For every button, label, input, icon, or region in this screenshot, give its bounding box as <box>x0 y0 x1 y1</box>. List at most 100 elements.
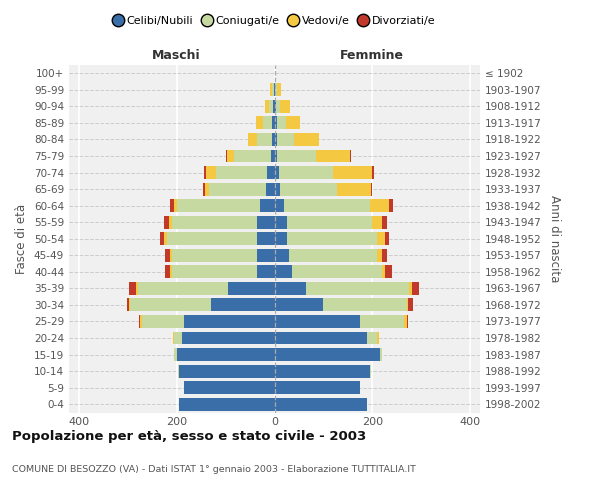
Bar <box>179 398 275 410</box>
Bar <box>226 150 227 162</box>
Y-axis label: Fasce di età: Fasce di età <box>16 204 28 274</box>
Bar <box>266 182 275 196</box>
Bar <box>275 298 323 312</box>
Bar <box>227 150 234 162</box>
Bar <box>389 199 394 212</box>
Bar <box>178 364 179 378</box>
Bar <box>316 150 350 162</box>
Bar <box>139 315 140 328</box>
Bar <box>377 232 385 245</box>
Bar <box>130 298 211 312</box>
Bar <box>164 232 167 245</box>
Bar <box>367 332 377 344</box>
Bar <box>385 232 389 245</box>
Text: Maschi: Maschi <box>152 48 201 62</box>
Bar <box>404 315 407 328</box>
Bar <box>203 182 205 196</box>
Bar <box>373 166 374 179</box>
Bar <box>408 298 413 312</box>
Y-axis label: Anni di nascita: Anni di nascita <box>548 195 561 282</box>
Bar <box>275 315 360 328</box>
Bar <box>275 249 289 262</box>
Bar <box>275 332 367 344</box>
Bar <box>257 216 275 228</box>
Bar <box>127 298 129 312</box>
Bar <box>167 232 257 245</box>
Bar <box>292 266 382 278</box>
Bar <box>412 282 419 295</box>
Bar <box>294 133 319 146</box>
Bar <box>184 315 275 328</box>
Bar <box>277 133 294 146</box>
Bar <box>407 315 408 328</box>
Bar <box>234 150 271 162</box>
Bar <box>269 100 273 113</box>
Bar <box>289 249 377 262</box>
Bar <box>174 332 182 344</box>
Bar <box>337 182 371 196</box>
Bar <box>257 133 272 146</box>
Text: Femmine: Femmine <box>340 48 404 62</box>
Bar <box>184 381 275 394</box>
Bar <box>275 182 280 196</box>
Bar <box>280 100 290 113</box>
Bar <box>277 150 316 162</box>
Bar <box>129 298 130 312</box>
Bar <box>370 364 371 378</box>
Bar <box>275 100 276 113</box>
Bar <box>284 199 370 212</box>
Bar <box>170 266 172 278</box>
Bar <box>174 348 176 361</box>
Bar <box>276 100 280 113</box>
Bar <box>275 216 287 228</box>
Bar <box>140 315 142 328</box>
Bar <box>275 116 277 130</box>
Bar <box>166 249 170 262</box>
Bar <box>275 232 287 245</box>
Bar <box>274 84 275 96</box>
Bar <box>273 100 275 113</box>
Bar <box>179 364 275 378</box>
Bar <box>333 166 373 179</box>
Bar <box>260 199 275 212</box>
Bar <box>182 332 275 344</box>
Bar <box>275 348 380 361</box>
Bar <box>272 84 274 96</box>
Bar <box>271 150 275 162</box>
Text: Popolazione per età, sesso e stato civile - 2003: Popolazione per età, sesso e stato civil… <box>12 430 366 443</box>
Bar <box>275 166 280 179</box>
Bar <box>280 166 333 179</box>
Bar <box>377 249 382 262</box>
Bar <box>307 282 409 295</box>
Bar <box>216 166 267 179</box>
Bar <box>407 298 408 312</box>
Bar <box>173 332 174 344</box>
Bar <box>286 116 301 130</box>
Bar <box>205 182 209 196</box>
Bar <box>385 266 392 278</box>
Bar <box>380 348 382 361</box>
Bar <box>248 133 257 146</box>
Bar <box>382 266 385 278</box>
Bar <box>409 282 412 295</box>
Bar <box>142 315 184 328</box>
Bar <box>136 282 137 295</box>
Bar <box>275 364 370 378</box>
Bar <box>287 232 377 245</box>
Bar <box>382 249 387 262</box>
Bar <box>360 315 404 328</box>
Bar <box>272 116 275 130</box>
Bar <box>263 116 272 130</box>
Bar <box>275 266 292 278</box>
Bar <box>382 216 387 228</box>
Bar <box>174 199 176 212</box>
Bar <box>164 216 169 228</box>
Bar <box>206 166 216 179</box>
Bar <box>350 150 352 162</box>
Text: COMUNE DI BESOZZO (VA) - Dati ISTAT 1° gennaio 2003 - Elaborazione TUTTITALIA.IT: COMUNE DI BESOZZO (VA) - Dati ISTAT 1° g… <box>12 466 416 474</box>
Bar <box>172 266 257 278</box>
Bar <box>275 84 277 96</box>
Bar <box>277 116 286 130</box>
Bar <box>169 216 172 228</box>
Bar <box>137 282 228 295</box>
